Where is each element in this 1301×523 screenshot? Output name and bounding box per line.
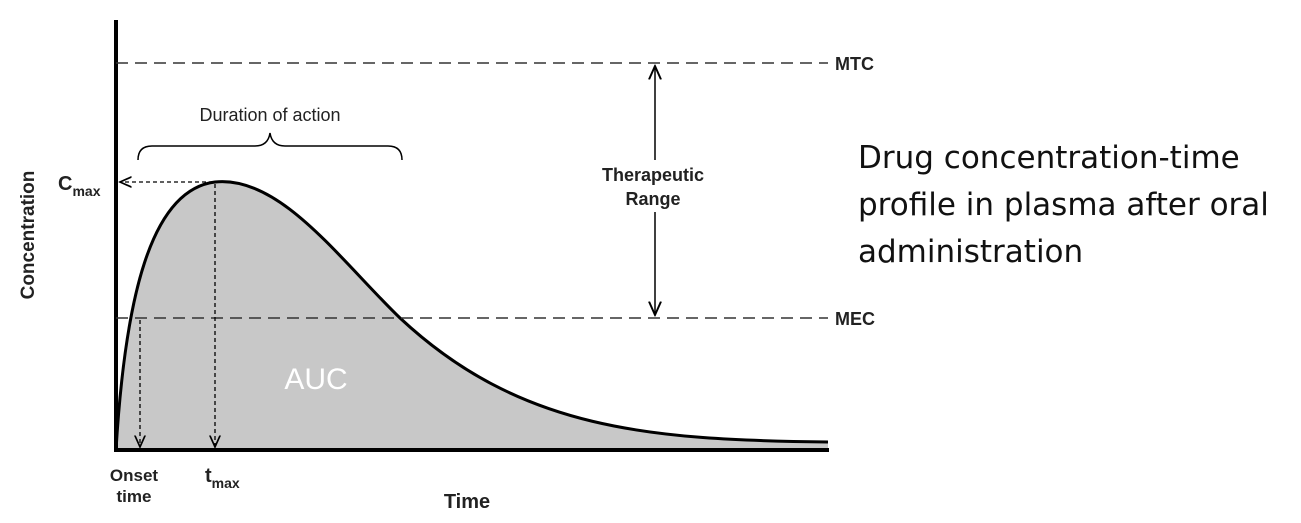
tmax-subscript: max xyxy=(212,475,240,491)
caption-line: administration xyxy=(858,234,1083,270)
mec-label: MEC xyxy=(835,309,875,329)
duration-label: Duration of action xyxy=(199,105,340,125)
caption-line: profile in plasma after oral xyxy=(858,187,1269,223)
auc-label: AUC xyxy=(284,363,347,396)
onset-label: Onset xyxy=(110,466,159,485)
onset-label: time xyxy=(117,487,152,506)
concentration-curve xyxy=(114,180,829,451)
cmax-symbol: C xyxy=(58,173,72,195)
range-label: Range xyxy=(625,189,680,209)
cmax-subscript: max xyxy=(72,183,100,199)
range-label: Therapeutic xyxy=(602,165,704,185)
y-axis-label: Concentration xyxy=(18,171,39,300)
duration-brace xyxy=(137,132,403,161)
auc-area xyxy=(116,181,828,450)
tmax-label: tmax xyxy=(205,465,240,491)
range-label-bg xyxy=(585,160,725,212)
cmax-label: Cmax xyxy=(58,173,101,199)
tmax-symbol: t xyxy=(205,465,212,487)
x-axis-label: Time xyxy=(444,491,490,513)
mtc-label: MTC xyxy=(835,54,874,74)
caption-line: Drug concentration-time xyxy=(858,140,1240,176)
